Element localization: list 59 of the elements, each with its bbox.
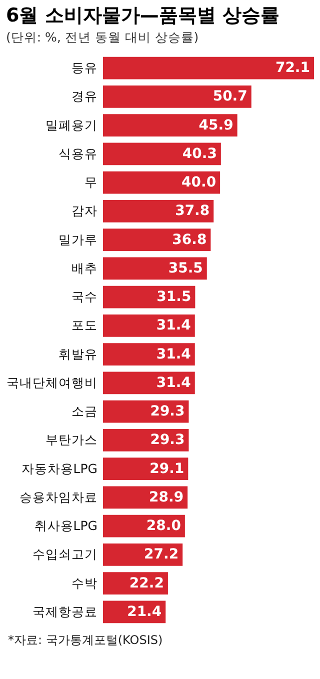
- bar: [103, 171, 220, 194]
- data-label: 40.0: [182, 174, 216, 191]
- data-label: 45.9: [198, 117, 234, 134]
- bar: [103, 85, 252, 108]
- bar: [103, 114, 238, 136]
- data-label: 36.8: [172, 232, 207, 248]
- bar: [103, 56, 314, 80]
- data-label: 22.2: [129, 575, 164, 592]
- y-tick-label: 휘발유: [58, 346, 98, 362]
- y-tick-label: 자동차용LPG: [21, 460, 98, 476]
- y-tick-label: 무: [84, 174, 98, 190]
- chart-title: 6월 소비자물가—품목별 상승률: [6, 4, 280, 26]
- data-label: 37.8: [175, 203, 210, 220]
- bar: [103, 142, 221, 166]
- data-label: 35.5: [168, 260, 203, 276]
- y-tick-label: 식용유: [58, 146, 98, 161]
- y-tick-label: 수입쇠고기: [32, 546, 98, 562]
- data-label: 50.7: [212, 88, 248, 105]
- y-tick-label: 경유: [72, 88, 98, 104]
- data-label: 31.4: [156, 346, 192, 362]
- bar: [103, 372, 195, 394]
- y-tick-label: 포도: [72, 318, 98, 333]
- data-label: 29.3: [150, 432, 185, 448]
- y-tick-label: 등유: [72, 60, 98, 76]
- bar: [103, 544, 183, 566]
- data-label: 31.5: [156, 289, 192, 306]
- y-tick-label: 부탄가스: [46, 432, 98, 448]
- data-label: 31.4: [156, 374, 192, 391]
- y-tick-label: 국내단체여행비: [6, 374, 98, 390]
- y-tick-label: 취사용LPG: [34, 518, 98, 534]
- bar: [103, 200, 214, 222]
- bar: [103, 514, 185, 538]
- chart-subtitle: (단위: %, 전년 동월 대비 상승률): [6, 30, 199, 44]
- bar: [103, 314, 195, 337]
- data-label: 29.3: [150, 404, 185, 420]
- bar: [103, 429, 189, 452]
- data-label: 28.0: [146, 518, 182, 534]
- bar: [103, 343, 195, 366]
- bar: [103, 228, 211, 251]
- data-label: 27.2: [144, 546, 179, 563]
- text: *자료: 국가통계포털(KOSIS): [7, 632, 164, 649]
- data-label: 21.4: [127, 604, 162, 620]
- y-tick-label: 밀가루: [58, 232, 98, 247]
- y-tick-label: 소금: [72, 404, 98, 419]
- y-tick-label: 배추: [72, 260, 98, 276]
- data-label: 28.9: [149, 489, 184, 506]
- data-label: 40.3: [182, 146, 217, 162]
- y-tick-label: 국제항공료: [32, 604, 98, 619]
- bar: [103, 458, 188, 480]
- bar: [103, 257, 207, 280]
- y-tick-label: 밀폐용기: [46, 117, 98, 132]
- y-tick-label: 수박: [72, 575, 98, 590]
- data-label: 72.1: [275, 60, 310, 76]
- data-label: 29.1: [150, 460, 184, 477]
- bar: [103, 286, 196, 308]
- y-tick-label: 승용차임차료: [20, 489, 98, 504]
- y-tick-label: 감자: [72, 203, 98, 218]
- y-tick-label: 국수: [72, 289, 98, 304]
- data-label: 31.4: [156, 318, 192, 334]
